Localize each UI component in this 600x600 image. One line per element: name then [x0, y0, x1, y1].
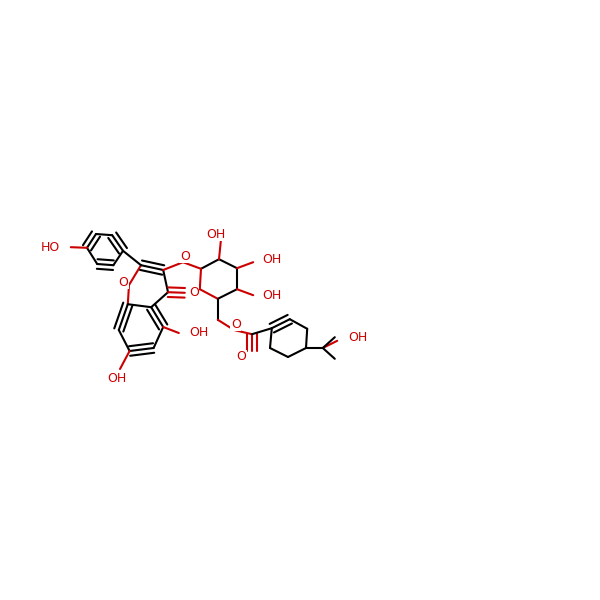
Text: OH: OH — [262, 289, 281, 302]
Text: OH: OH — [348, 331, 367, 344]
Text: OH: OH — [262, 253, 281, 266]
Text: OH: OH — [190, 326, 209, 340]
Text: HO: HO — [41, 241, 60, 254]
Text: O: O — [180, 250, 190, 263]
Text: O: O — [187, 286, 197, 299]
Text: O: O — [189, 286, 199, 299]
Text: O: O — [231, 317, 241, 331]
Text: OH: OH — [107, 371, 127, 385]
Text: O: O — [118, 275, 128, 289]
Text: OH: OH — [206, 227, 226, 241]
Text: O: O — [236, 350, 246, 364]
